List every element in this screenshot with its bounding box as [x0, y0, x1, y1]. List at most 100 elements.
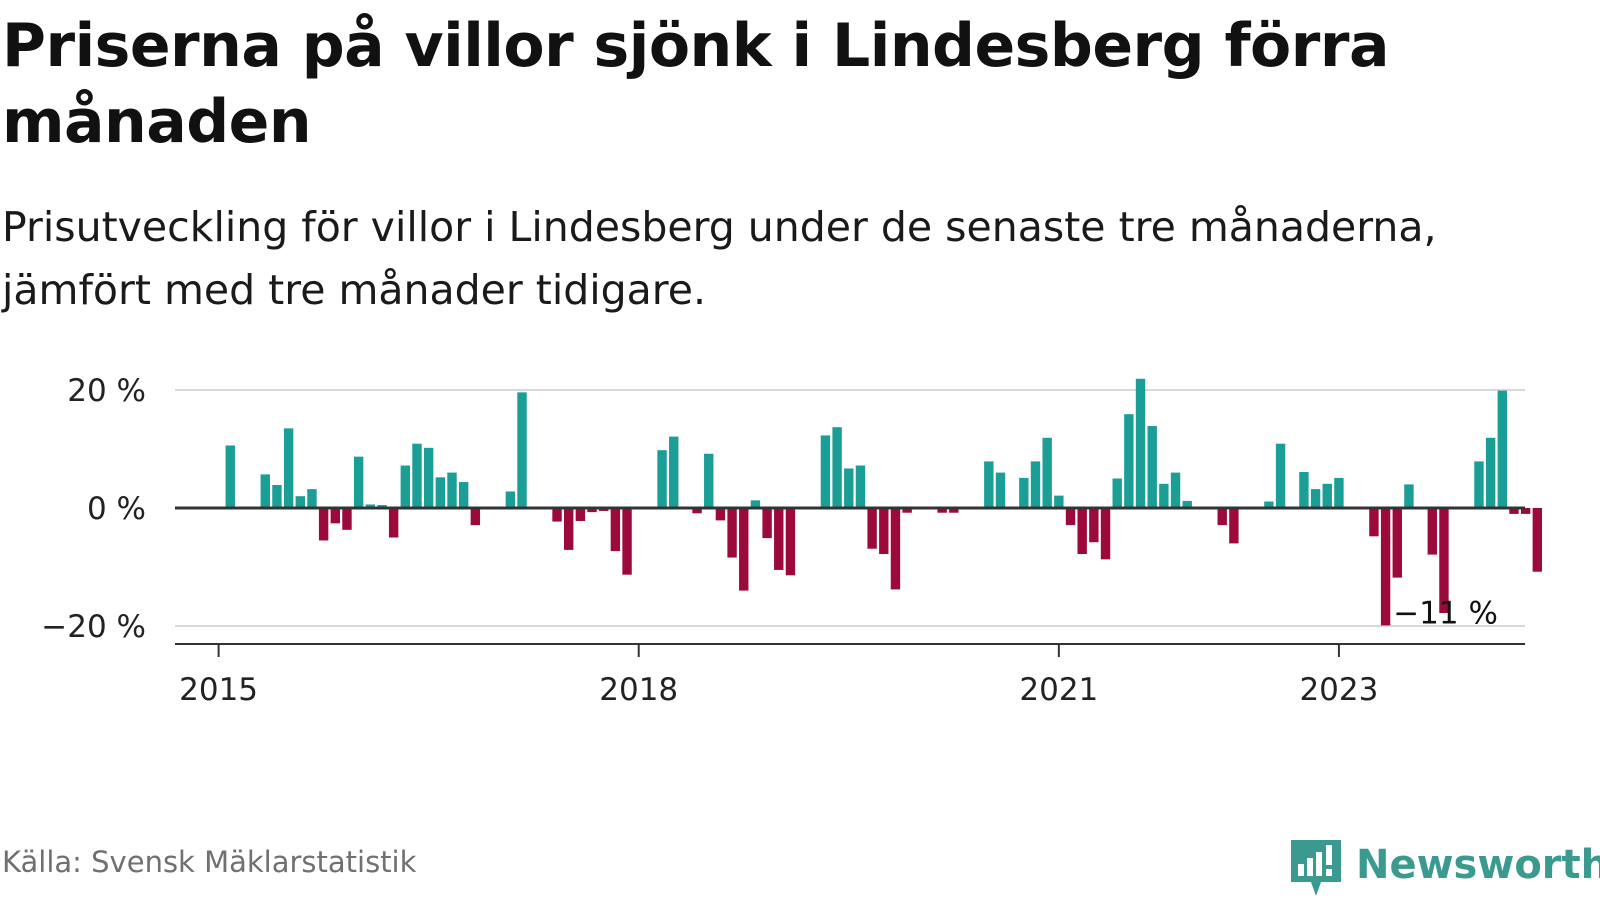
- bars: [225, 378, 1543, 626]
- tick-labels: 20 % 0 % −20 % 2015 2018 2021 2023 −11 %: [41, 373, 1498, 708]
- bar: [272, 484, 282, 508]
- bar: [902, 508, 912, 513]
- bar: [435, 477, 446, 508]
- bar: [1322, 483, 1332, 508]
- bar: [715, 508, 726, 521]
- bar: [750, 500, 761, 508]
- bar: [1369, 508, 1379, 537]
- bar: [774, 508, 784, 570]
- bar: [1019, 477, 1029, 508]
- bar: [353, 456, 364, 508]
- bar: [785, 508, 796, 576]
- bar: [704, 453, 714, 508]
- bar: [937, 508, 947, 513]
- bar: [1170, 472, 1181, 508]
- bar: [423, 447, 434, 508]
- bar: [657, 450, 667, 508]
- bar: [949, 508, 959, 513]
- bar: [342, 508, 352, 530]
- chart-subtitle: Prisutveckling för villor i Lindesberg u…: [2, 203, 1437, 314]
- bar: [692, 508, 702, 514]
- bar: [1532, 508, 1543, 572]
- bar: [984, 461, 994, 508]
- y-tick-label: −20 %: [41, 609, 146, 645]
- bar: [1124, 414, 1134, 508]
- bar: [1380, 508, 1391, 626]
- bar: [867, 508, 877, 549]
- bar: [412, 443, 422, 508]
- bar: [610, 508, 621, 552]
- bar: [1392, 508, 1402, 578]
- bar: [1089, 508, 1099, 543]
- bar: [458, 482, 469, 508]
- bar: [575, 508, 586, 521]
- chart-title: Priserna på villor sjönk i Lindesberg fö…: [2, 11, 1389, 157]
- bar: [517, 392, 527, 508]
- bar: [1065, 508, 1076, 526]
- bar: [283, 428, 294, 508]
- bar: [622, 508, 632, 575]
- bar: [552, 508, 562, 522]
- bar: [470, 508, 481, 526]
- y-tick-label: 20 %: [67, 373, 146, 409]
- bar: [1275, 443, 1286, 508]
- bar: [1112, 478, 1122, 508]
- bar: [564, 508, 574, 550]
- bar: [1217, 508, 1227, 526]
- bar: [855, 465, 866, 508]
- x-tick-label: 2015: [179, 672, 258, 708]
- bar: [832, 427, 842, 508]
- bar: [844, 468, 854, 508]
- bar: [1520, 508, 1531, 514]
- y-tick-label: 0 %: [87, 491, 146, 527]
- bar: [388, 508, 399, 538]
- bar: [447, 472, 457, 508]
- bar: [879, 508, 889, 555]
- bar: [1509, 508, 1519, 514]
- data-label: −11 %: [1393, 596, 1498, 632]
- bar: [739, 508, 749, 591]
- gridlines: [175, 389, 1525, 627]
- bar: [505, 491, 516, 508]
- bar: [1427, 508, 1437, 555]
- x-tick-label: 2018: [599, 672, 678, 708]
- source-note: Källa: Svensk Mäklarstatistik: [2, 845, 417, 879]
- x-tick-label: 2023: [1299, 672, 1378, 708]
- bar: [225, 445, 235, 508]
- bar: [1404, 484, 1414, 508]
- bar: [1299, 472, 1309, 508]
- bar: [1159, 483, 1169, 508]
- bar: [307, 489, 317, 508]
- bar: [1100, 508, 1111, 560]
- x-tick-label: 2021: [1019, 672, 1098, 708]
- bar: [365, 504, 376, 508]
- bar: [330, 508, 340, 524]
- bar: [318, 508, 329, 541]
- bar: [295, 496, 305, 508]
- bar: [1474, 461, 1484, 508]
- bar: [400, 465, 411, 508]
- bar: [260, 474, 270, 508]
- bar: [727, 508, 737, 558]
- bar: [1485, 437, 1496, 508]
- bar: [995, 472, 1006, 508]
- bar: [890, 508, 901, 590]
- bar: [1135, 378, 1146, 508]
- bar: [587, 508, 597, 513]
- bar: [1077, 508, 1087, 555]
- brand-name: Newsworthy: [1356, 842, 1600, 888]
- bar: [1310, 489, 1321, 508]
- newsworthy-logo-icon: [1291, 840, 1341, 896]
- axes: [175, 506, 1525, 657]
- bar: [1497, 390, 1507, 508]
- bar: [1147, 425, 1157, 508]
- bar: [1264, 501, 1274, 508]
- bar: [1229, 508, 1239, 544]
- bar: [669, 436, 679, 508]
- bar: [1182, 500, 1192, 508]
- bar: [762, 508, 772, 539]
- bar: [1042, 437, 1052, 508]
- bar: [820, 435, 831, 508]
- bar: [1054, 495, 1064, 508]
